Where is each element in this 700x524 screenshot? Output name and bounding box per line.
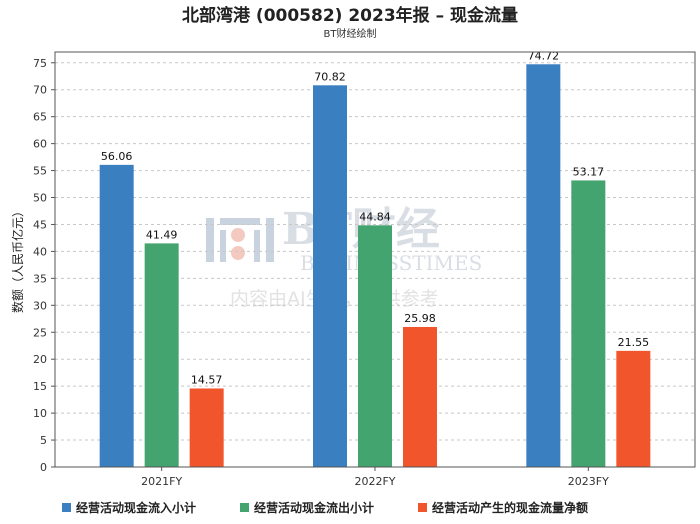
data-label: 41.49 [146,228,178,241]
legend-swatch [240,503,249,512]
bar [189,388,224,467]
y-tick-label: 35 [33,272,47,285]
y-tick-label: 20 [33,353,47,366]
y-tick-label: 75 [33,57,47,70]
data-label: 14.57 [191,373,223,386]
y-axis-label: 数额（人民币亿元） [10,205,25,313]
y-tick-label: 45 [33,218,47,231]
y-tick-label: 15 [33,380,47,393]
bar [144,243,179,467]
data-label: 56.06 [101,150,133,163]
data-label: 44.84 [359,210,391,223]
plot-frame [54,51,696,468]
bar [571,180,606,467]
data-label: 25.98 [404,312,436,325]
legend-swatch [62,503,71,512]
data-label: 74.72 [528,49,560,62]
y-tick-label: 30 [33,299,47,312]
chart-title: 北部湾港 (000582) 2023年报 – 现金流量 [182,5,518,26]
x-tick-label: 2022FY [354,475,395,488]
data-label: 53.17 [573,165,605,178]
data-labels: 56.06 41.49 14.57 70.82 44.84 25.98 74.72 53.17… [101,49,649,386]
legend: 经营活动现金流入小计 经营活动现金流出小计 经营活动产生的现金流量净额 [62,500,588,515]
legend-label: 经营活动现金流入小计 [76,500,196,515]
bar [99,164,134,467]
y-tick-label: 60 [33,138,47,151]
watermark-logo-icon [206,218,274,262]
bar [313,85,347,467]
data-label: 70.82 [314,70,346,83]
y-tick-label: 55 [33,165,47,178]
y-tick-label: 70 [33,84,47,97]
y-tick-label: 10 [33,407,47,420]
bar [526,64,561,467]
y-tick-label: 0 [40,461,47,474]
y-tick-label: 5 [40,434,47,447]
legend-label: 经营活动产生的现金流量净额 [432,500,588,515]
bar [616,350,651,467]
y-tick-label: 25 [33,326,47,339]
x-tick-label: 2023FY [568,475,609,488]
x-tick-label: 2021FY [141,475,182,488]
y-axis-ticks: 0 5 10 15 20 25 30 35 40 45 50 55 60 65 70 75 [33,57,55,474]
y-tick-label: 40 [33,245,47,258]
bar [358,225,392,467]
y-tick-label: 65 [33,111,47,124]
bars [99,64,651,467]
legend-swatch [418,503,427,512]
x-axis-ticks: 2021FY 2022FY 2023FY [141,467,609,488]
bar [403,326,437,467]
chart-subtitle: BT财经绘制 [324,27,377,40]
y-tick-label: 50 [33,192,47,205]
legend-label: 经营活动现金流出小计 [254,500,374,515]
data-label: 21.55 [618,336,650,349]
